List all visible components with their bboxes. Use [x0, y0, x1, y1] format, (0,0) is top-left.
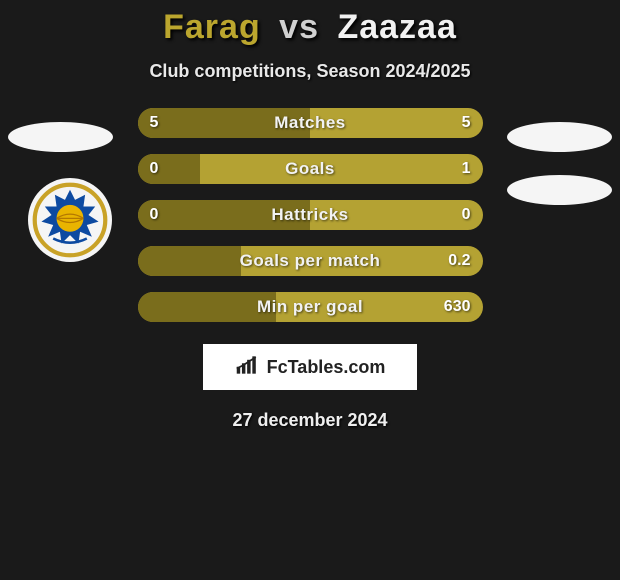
stat-label: Min per goal — [138, 292, 483, 322]
stat-bar: Min per goal 630 — [138, 292, 483, 322]
stat-bar: 5 Matches 5 — [138, 108, 483, 138]
stat-bar: Goals per match 0.2 — [138, 246, 483, 276]
stat-right-value: 5 — [462, 108, 471, 138]
stat-right-value: 630 — [444, 292, 471, 322]
club-badge-icon — [28, 178, 112, 262]
brand-badge: FcTables.com — [203, 344, 417, 390]
stat-label: Goals — [138, 154, 483, 184]
stat-label: Hattricks — [138, 200, 483, 230]
stat-bar: 0 Hattricks 0 — [138, 200, 483, 230]
comparison-title: Farag vs Zaazaa — [0, 0, 620, 47]
stat-right-value: 0 — [462, 200, 471, 230]
bar-chart-icon — [235, 354, 261, 381]
stats-container: 5 Matches 5 0 Goals 1 0 Hattricks 0 Goal… — [138, 108, 483, 322]
player2-name: Zaazaa — [337, 8, 456, 46]
stat-label: Matches — [138, 108, 483, 138]
player1-name: Farag — [163, 8, 261, 46]
stat-right-value: 1 — [462, 154, 471, 184]
right-ellipse-1 — [507, 122, 612, 152]
stat-label: Goals per match — [138, 246, 483, 276]
subtitle: Club competitions, Season 2024/2025 — [0, 61, 620, 82]
brand-text: FcTables.com — [267, 357, 386, 378]
stat-bar: 0 Goals 1 — [138, 154, 483, 184]
left-ellipse-1 — [8, 122, 113, 152]
date-text: 27 december 2024 — [0, 410, 620, 431]
stat-right-value: 0.2 — [448, 246, 470, 276]
vs-text: vs — [279, 8, 319, 46]
right-ellipse-2 — [507, 175, 612, 205]
